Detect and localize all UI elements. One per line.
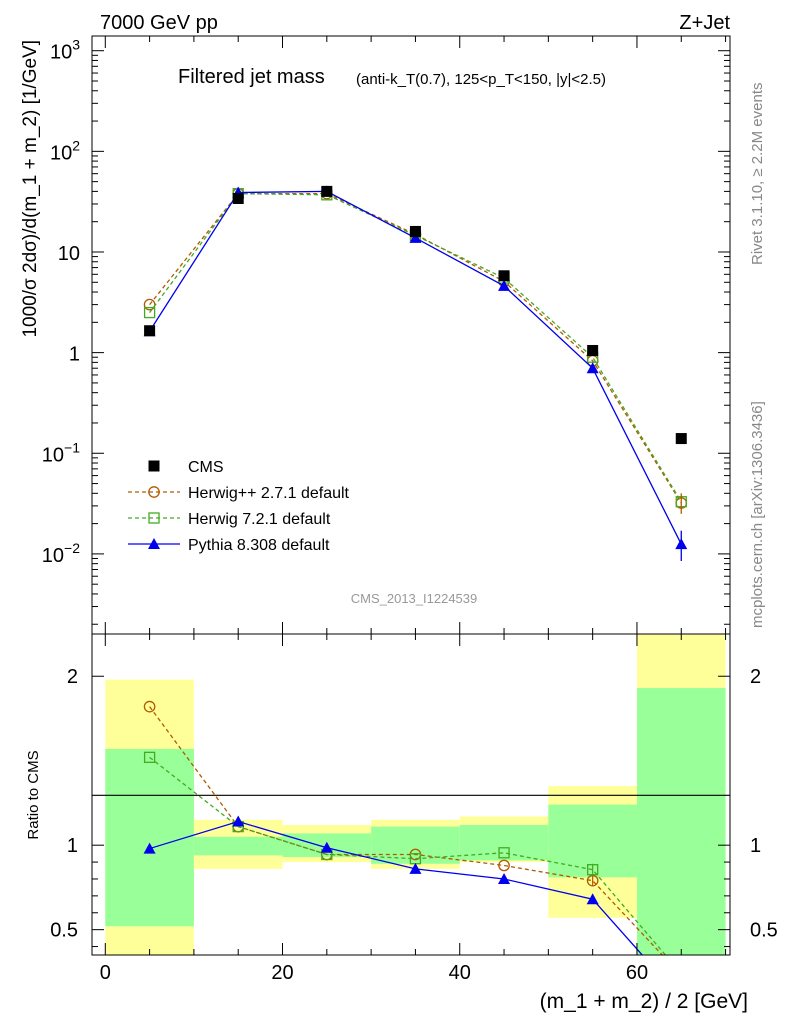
data-point-herwig bbox=[143, 306, 156, 319]
legend-marker-cms bbox=[148, 460, 160, 472]
ratio-y-tick-label-left: 2 bbox=[67, 666, 78, 688]
main-y-tick-label-exp: −1 bbox=[64, 439, 80, 455]
data-point-cms bbox=[675, 433, 687, 445]
ratio-line-herwig bbox=[149, 756, 667, 955]
ratio-point-pythia bbox=[586, 893, 599, 905]
data-point-cms bbox=[321, 185, 333, 197]
main-y-tick-label-base: 10 bbox=[50, 142, 72, 164]
x-axis-label: (m_1 + m_2) / 2 [GeV] bbox=[540, 990, 748, 1013]
rivet-label: Rivet 3.1.10, ≥ 2.2M events bbox=[749, 83, 766, 266]
main-y-tick-label-base: 10 bbox=[42, 545, 64, 567]
main-subtitle: (anti-k_T(0.7), 125<p_T<150, |y|<2.5) bbox=[356, 71, 606, 88]
x-tick-label: 20 bbox=[271, 962, 293, 984]
legend: CMS Herwig++ 2.7.1 default Herwig 7.2.1 de… bbox=[128, 459, 350, 554]
x-tick-label: 40 bbox=[449, 962, 471, 984]
legend-label-herwig: Herwig++ 2.7.1 default bbox=[188, 485, 350, 502]
main-y-tick-label: 10−2 bbox=[42, 540, 80, 567]
main-y-tick-label-base: 1 bbox=[69, 344, 80, 366]
ratio-band-green bbox=[193, 836, 283, 856]
ratio-point-pythia bbox=[498, 872, 511, 884]
legend-label-herwig: Herwig 7.2.1 default bbox=[188, 511, 331, 528]
ratio-point-herwig bbox=[498, 859, 510, 872]
legend-marker-herwig bbox=[148, 512, 160, 524]
legend-marker-pythia bbox=[148, 538, 160, 549]
main-y-tick-label-base: 10 bbox=[58, 243, 80, 265]
analysis-id-label: CMS_2013_I1224539 bbox=[351, 591, 478, 606]
ratio-y-tick-label-left: 0.5 bbox=[50, 920, 78, 942]
data-point-pythia bbox=[586, 362, 599, 374]
data-point-cms bbox=[587, 344, 599, 356]
ratio-point-herwig bbox=[143, 751, 156, 763]
ratio-point-pythia bbox=[232, 815, 245, 827]
ratio-y-tick-label-right: 1 bbox=[750, 835, 761, 857]
ratio-plot-frame bbox=[91, 633, 731, 956]
ratio-panel: 0 20 40 60 0.5 0.5 1 1 2 2 Ratio to CMS (m_1 + m_… bbox=[25, 633, 778, 1013]
main-y-tick-label-exp: −2 bbox=[64, 540, 80, 556]
process-label: Z+Jet bbox=[679, 12, 730, 34]
main-y-tick-label: 103 bbox=[50, 37, 80, 64]
data-point-cms bbox=[409, 225, 421, 237]
main-y-axis-label: 1000/σ 2dσ)/d(m_1 + m_2) [1/GeV] bbox=[20, 40, 41, 338]
ratio-y-axis-label: Ratio to CMS bbox=[25, 750, 42, 839]
main-y-tick-label-exp: 2 bbox=[72, 137, 80, 153]
data-point-cms bbox=[232, 192, 244, 204]
main-y-tick-label: 10 bbox=[58, 243, 80, 265]
source-label: mcplots.cern.ch [arXiv:1306.3436] bbox=[749, 401, 766, 628]
ratio-y-tick-label-right: 2 bbox=[750, 666, 761, 688]
legend-label-pythia: Pythia 8.308 default bbox=[188, 537, 330, 554]
ratio-point-pythia bbox=[143, 842, 156, 854]
data-point-pythia bbox=[409, 231, 422, 243]
main-y-tick-label-base: 10 bbox=[42, 444, 64, 466]
data-point-cms bbox=[144, 325, 156, 337]
energy-label: 7000 GeV pp bbox=[100, 12, 218, 34]
ratio-point-pythia bbox=[320, 841, 333, 853]
ratio-point-herwig bbox=[143, 700, 156, 713]
legend-marker-herwig bbox=[148, 486, 160, 498]
main-y-tick-label: 10−1 bbox=[42, 439, 80, 466]
ratio-y-tick-label-right: 0.5 bbox=[750, 920, 778, 942]
main-panel: Filtered jet mass (anti-k_T(0.7), 125<p_… bbox=[20, 35, 731, 635]
ratio-point-pythia bbox=[409, 862, 422, 874]
legend-label-cms: CMS bbox=[188, 459, 224, 476]
data-point-pythia bbox=[498, 279, 511, 291]
main-y-tick-label-exp: 3 bbox=[72, 37, 80, 53]
ratio-point-herwig bbox=[498, 847, 510, 859]
ratio-band-green bbox=[636, 688, 726, 955]
main-y-tick-label: 102 bbox=[50, 137, 80, 164]
main-y-tick-label-base: 10 bbox=[50, 42, 72, 64]
main-title: Filtered jet mass bbox=[178, 66, 325, 88]
x-tick-label: 0 bbox=[100, 962, 111, 984]
ratio-y-tick-label-left: 1 bbox=[67, 835, 78, 857]
main-y-tick-label: 1 bbox=[69, 344, 80, 366]
ratio-band-green bbox=[105, 748, 194, 927]
data-point-cms bbox=[498, 270, 510, 282]
x-tick-label: 60 bbox=[626, 962, 648, 984]
